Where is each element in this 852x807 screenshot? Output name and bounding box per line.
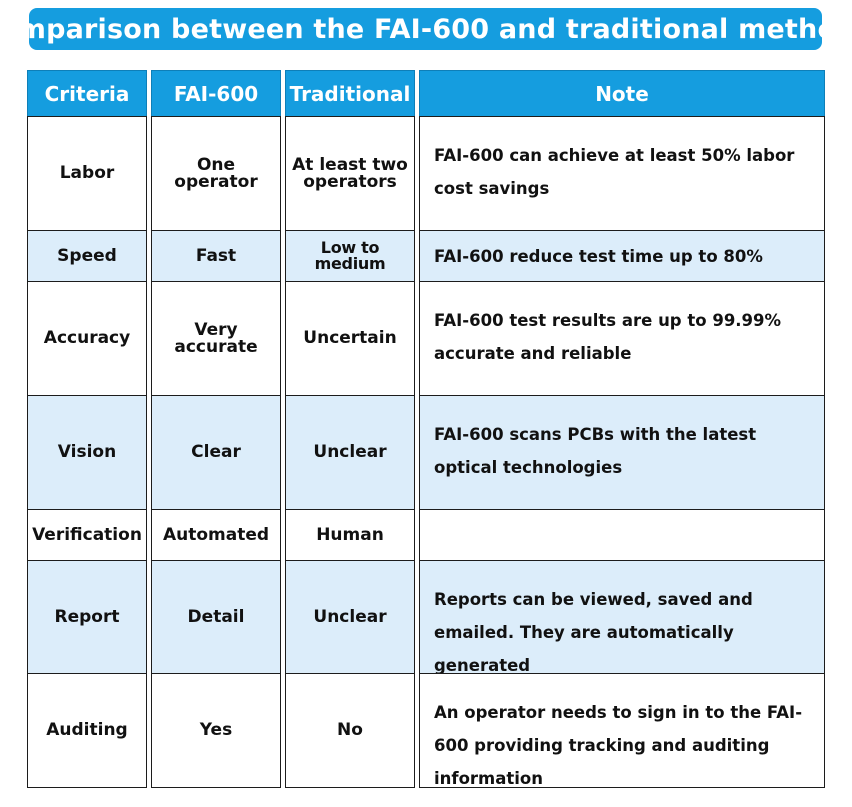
cell-traditional-verification: Human (285, 509, 415, 561)
header-note: Note (419, 70, 825, 117)
header-fai-600: FAI-600 (151, 70, 281, 117)
cell-fai-report: Detail (151, 560, 281, 674)
cell-note-accuracy: FAI-600 test results are up to 99.99% ac… (419, 281, 825, 396)
cell-criteria-verification: Verification (27, 509, 147, 561)
cell-traditional-speed: Low to medium (285, 230, 415, 282)
cell-criteria-accuracy: Accuracy (27, 281, 147, 396)
header-criteria: Criteria (27, 70, 147, 117)
cell-traditional-vision: Unclear (285, 395, 415, 510)
page-title: Comparison between the FAI-600 and tradi… (0, 13, 852, 45)
cell-criteria-report: Report (27, 560, 147, 674)
cell-criteria-speed: Speed (27, 230, 147, 282)
cell-traditional-report: Unclear (285, 560, 415, 674)
cell-criteria-auditing: Auditing (27, 673, 147, 788)
cell-criteria-vision: Vision (27, 395, 147, 510)
cell-note-report: Reports can be viewed, saved and emailed… (419, 560, 825, 675)
cell-fai-speed: Fast (151, 230, 281, 282)
cell-traditional-accuracy: Uncertain (285, 281, 415, 396)
cell-criteria-labor: Labor (27, 116, 147, 231)
comparison-table: Criteria FAI-600 Traditional Note Labor … (27, 70, 825, 792)
cell-fai-labor: One operator (151, 116, 281, 231)
cell-fai-verification: Automated (151, 509, 281, 561)
cell-traditional-labor: At least two operators (285, 116, 415, 231)
cell-note-auditing: An operator needs to sign in to the FAI-… (419, 673, 825, 788)
title-banner: Comparison between the FAI-600 and tradi… (0, 8, 852, 50)
cell-note-labor: FAI-600 can achieve at least 50% labor c… (419, 116, 825, 231)
header-traditional: Traditional (285, 70, 415, 117)
cell-note-verification (419, 509, 825, 561)
cell-fai-vision: Clear (151, 395, 281, 510)
cell-fai-accuracy: Very accurate (151, 281, 281, 396)
cell-note-vision: FAI-600 scans PCBs with the latest optic… (419, 395, 825, 510)
cell-traditional-auditing: No (285, 673, 415, 788)
cell-fai-auditing: Yes (151, 673, 281, 788)
cell-note-speed: FAI-600 reduce test time up to 80% (419, 230, 825, 282)
